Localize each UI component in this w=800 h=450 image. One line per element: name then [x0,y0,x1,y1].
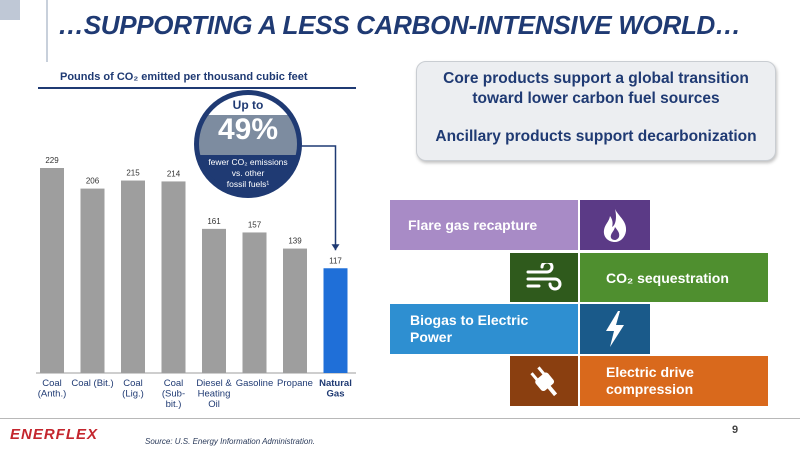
data-label: 139 [288,237,302,246]
chart-title-rule [38,87,356,89]
chart-title: Pounds of CO₂ emitted per thousand cubic… [60,71,308,83]
corner-accent [0,0,20,20]
badge-note-line: fewer CO₂ emissions [208,157,288,167]
lightning-icon [580,304,650,354]
category-label: Coal [123,378,143,389]
solution-label: CO₂ sequestration [606,270,729,286]
data-label: 214 [167,169,181,178]
data-label: 157 [248,220,262,229]
category-label: Propane [277,378,313,389]
wind-icon [510,253,578,302]
source-note: Source: U.S. Energy Information Administ… [145,437,315,446]
pointer-line [300,145,337,251]
solution-label: Biogas to Electric Power [410,312,529,345]
category-label: Heating [198,389,231,400]
category-label: Gasoline [236,378,274,389]
plug-icon [510,356,578,406]
page-number: 9 [732,424,739,436]
reduction-badge: Up to 49% fewer CO₂ emissions vs. other … [194,90,302,198]
bar [40,168,64,373]
category-label: Gas [327,389,345,400]
badge-note-line: vs. other [231,168,265,178]
solution-electric-drive: Electric drive compression [580,356,768,406]
data-label: 229 [45,156,59,165]
bar [283,248,307,373]
bar [80,188,105,373]
category-label: Coal [164,378,184,389]
badge-percent: 49% [217,113,279,146]
category-label: Oil [208,399,220,410]
data-label: 215 [126,169,140,178]
pointer-arrowhead [331,244,340,251]
solution-biogas: Biogas to Electric Power [390,304,578,354]
data-label: 206 [86,177,100,186]
callout-box: Core products support a global transitio… [416,61,776,161]
category-label: (Lig.) [122,389,144,400]
bar [323,268,348,373]
bar [202,228,226,373]
bar [121,180,145,373]
data-label: 161 [207,217,221,226]
category-label: (Sub- [162,389,185,400]
category-label: (Anth.) [38,389,67,400]
category-label: Coal [42,378,62,389]
data-label: 117 [329,256,342,265]
solution-label: Electric drive compression [606,364,694,397]
callout-core-products: Core products support a global transitio… [443,70,749,107]
badge-note: fewer CO₂ emissions vs. other fossil fue… [205,157,291,190]
title-accent-bar [46,0,48,62]
solution-co2-sequestration: CO₂ sequestration [580,253,768,302]
callout-ancillary-products: Ancillary products support decarbonizati… [435,128,757,145]
footer-divider [0,418,800,419]
solution-flare-gas: Flare gas recapture [390,200,578,250]
bar [161,181,186,373]
category-label: Natural [319,378,352,389]
badge-note-line: fossil fuels¹ [226,179,270,189]
flame-icon [580,200,650,250]
solution-label: Flare gas recapture [408,217,538,233]
page-title: …SUPPORTING A LESS CARBON-INTENSIVE WORL… [58,10,741,40]
category-label: Coal (Bit.) [71,378,113,389]
category-label: bit.) [166,399,182,410]
badge-up-to: Up to [232,98,264,112]
bar [242,232,267,373]
company-logo: ENERFLEX [10,426,99,443]
category-label: Diesel & [196,378,232,389]
